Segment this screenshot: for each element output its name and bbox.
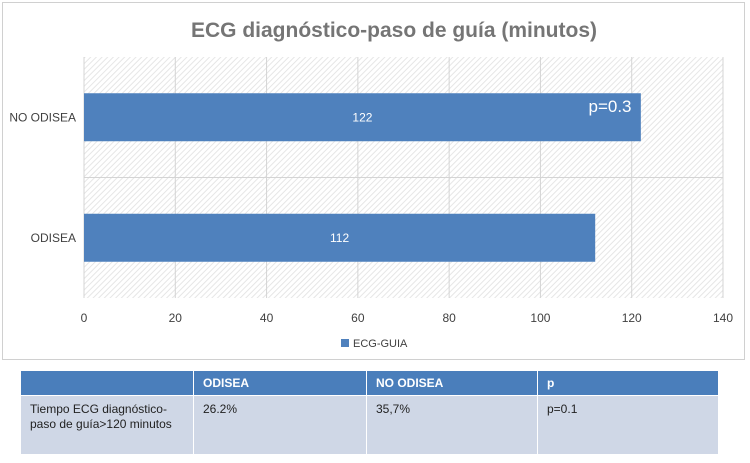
row-label-line: paso de guía>120 minutos <box>30 417 172 431</box>
legend-swatch <box>341 339 349 347</box>
bars: 122 112 <box>84 93 641 262</box>
x-tick-label: 140 <box>713 311 733 325</box>
x-axis-ticks: 0 20 40 60 80 100 120 140 <box>81 311 734 325</box>
table-header-row: ODISEA NO ODISEA p <box>20 370 719 396</box>
category-label: ODISEA <box>31 231 76 245</box>
row-label-line: Tiempo ECG diagnóstico- <box>30 402 167 416</box>
data-label: 122 <box>352 110 372 124</box>
p-value-annotation: p=0.3 <box>588 97 631 116</box>
bar <box>84 213 596 262</box>
legend-label: ECG-GUIA <box>353 338 408 350</box>
bar <box>84 93 641 142</box>
category-labels: NO ODISEA ODISEA <box>9 110 76 245</box>
x-tick-label: 20 <box>169 311 183 325</box>
table-row: Tiempo ECG diagnóstico- paso de guía>120… <box>20 395 719 455</box>
x-tick-label: 60 <box>351 311 365 325</box>
table-header-no-odisea: NO ODISEA <box>366 370 538 396</box>
cell-odisea: 26.2% <box>193 395 367 455</box>
table-header-blank <box>20 370 194 396</box>
data-label: 112 <box>330 231 349 245</box>
x-tick-label: 120 <box>622 311 642 325</box>
row-label-cell: Tiempo ECG diagnóstico- paso de guía>120… <box>20 395 194 455</box>
chart-title: ECG diagnóstico-paso de guía (minutos) <box>191 19 597 42</box>
table-header-p: p <box>537 370 719 396</box>
stats-table: ODISEA NO ODISEA p Tiempo ECG diagnóstic… <box>20 370 719 455</box>
x-tick-label: 100 <box>530 311 550 325</box>
table-header-odisea: ODISEA <box>193 370 367 396</box>
cell-no-odisea: 35,7% <box>366 395 538 455</box>
category-label: NO ODISEA <box>9 110 76 124</box>
bar-chart: ECG diagnóstico-paso de guía (minutos) 1… <box>9 19 734 350</box>
x-tick-label: 0 <box>81 311 88 325</box>
x-tick-label: 40 <box>260 311 274 325</box>
legend: ECG-GUIA <box>341 338 408 350</box>
cell-p: p=0.1 <box>537 395 719 455</box>
x-tick-label: 80 <box>442 311 456 325</box>
